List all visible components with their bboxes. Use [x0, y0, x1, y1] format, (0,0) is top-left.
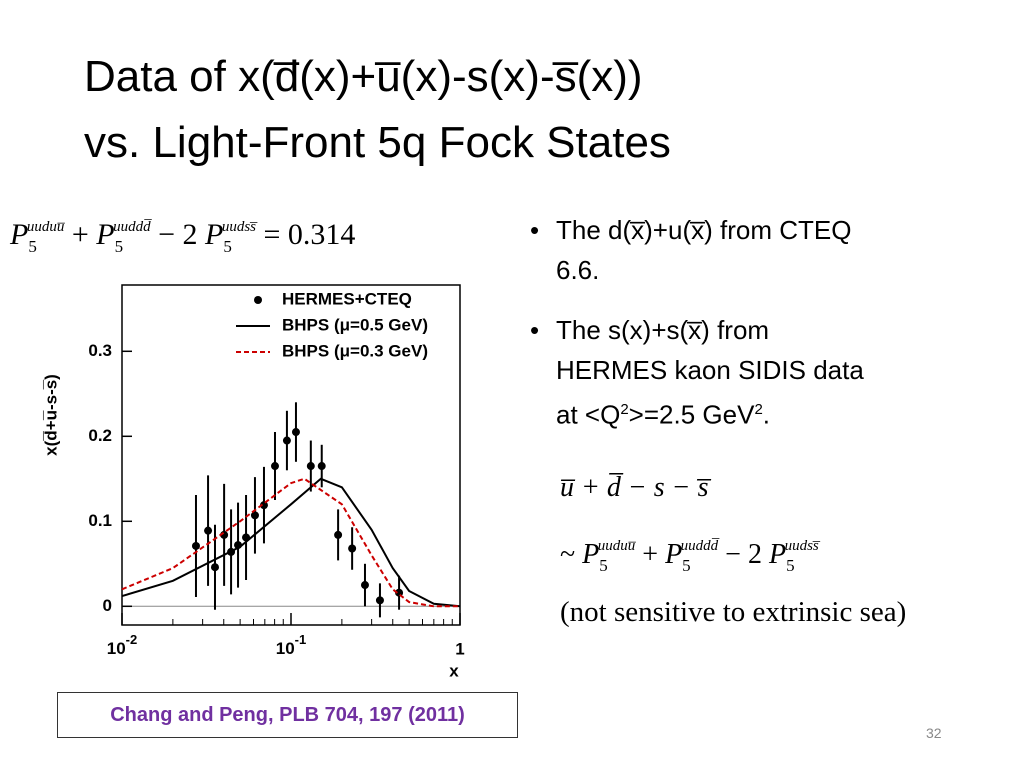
symbol: P [582, 539, 600, 570]
x-tick-label: 10-1 [276, 632, 306, 658]
series-line [121, 477, 461, 608]
superscript: uuduu̅ [26, 219, 65, 235]
data-point [375, 596, 384, 605]
subscript: 5 [682, 556, 691, 575]
formula: ~ P5uuduu̅ + P5uuddd̅ − 2 P5uudss̅ [560, 538, 819, 576]
note: (not sensitive to extrinsic sea) [560, 596, 907, 628]
x-tick-label: 1 [455, 639, 464, 658]
data-point [360, 581, 369, 590]
symbol: P [96, 218, 115, 251]
approx: ~ [560, 539, 576, 570]
data-point [306, 462, 315, 471]
superscript: uudss̅ [221, 219, 257, 235]
series-line [121, 477, 460, 608]
bullet-text: The d(x̅)+u(x̅) from CTEQ 6.6. [556, 215, 852, 285]
superscript: uuddd̅ [113, 219, 151, 235]
data-point [291, 428, 300, 437]
x-tick-label: 10-2 [107, 632, 137, 658]
data-point [210, 563, 219, 572]
legend-marker [254, 296, 262, 304]
operator: + [642, 539, 659, 570]
symbol: P [768, 539, 787, 570]
bullet-text: The s(x)+s(x̅) from HERMES kaon SIDIS da… [556, 315, 864, 430]
x-tick-exponent: -2 [126, 632, 138, 647]
subscript: 5 [786, 556, 795, 575]
y-tick-label: 0.2 [88, 426, 112, 445]
legend-label: BHPS (μ=0.5 GeV) [282, 315, 428, 334]
x-axis-label: x [449, 661, 459, 680]
y-tick-label: 0.3 [88, 341, 112, 360]
legend-label: BHPS (μ=0.3 GeV) [282, 341, 428, 360]
legend-label: HERMES+CTEQ [282, 289, 412, 308]
subscript: 5 [114, 237, 124, 256]
data-point [270, 462, 279, 471]
title-line: vs. Light-Front 5q Fock States [84, 118, 671, 167]
superscript: uudss̅ [784, 538, 819, 554]
chart: 00.10.20.310-2 10-1 1xx(d̅+u̅-s-s̅)HERMES+… [41, 284, 465, 680]
operator: + [71, 218, 89, 251]
subscript: 5 [599, 556, 608, 575]
data-point [191, 541, 200, 550]
page-number: 32 [926, 725, 942, 741]
formula: P5uuduu̅ + P5uuddd̅ − 2 P5uudss̅ = 0.314 [10, 218, 355, 257]
x-tick-exponent: -1 [295, 632, 307, 647]
bullet: The d(x̅)+u(x̅) from CTEQ 6.6. [530, 210, 886, 290]
data-point [334, 530, 343, 539]
y-tick-label: 0 [103, 596, 112, 615]
bullet-text: . [762, 399, 771, 430]
y-axis-label: x(d̅+u̅-s-s̅) [41, 374, 60, 456]
data-point [204, 526, 213, 535]
superscript: 2 [754, 401, 763, 418]
equals: = 0.314 [263, 218, 356, 251]
title-line: Data of x(d̅(x)+u̅(x)-s(x)-s̅(x)) [84, 52, 643, 101]
data-point [259, 501, 268, 510]
data-point [317, 462, 326, 471]
y-tick-label: 0.1 [88, 511, 112, 530]
operator: − 2 [158, 218, 198, 251]
superscript: uuduu̅ [597, 538, 636, 554]
symbol: P [205, 218, 224, 251]
subscript: 5 [28, 237, 37, 256]
x-tick-base: 10 [107, 639, 126, 658]
x-tick-base: 10 [276, 639, 295, 658]
subscript: 5 [223, 237, 232, 256]
bullet: The s(x)+s(x̅) from HERMES kaon SIDIS da… [530, 310, 886, 435]
data-point [250, 511, 259, 520]
data-point [282, 436, 291, 445]
data-point [348, 544, 357, 553]
symbol: P [10, 218, 29, 251]
superscript: uuddd̅ [680, 538, 719, 554]
symbol: P [665, 539, 683, 570]
operator: − 2 [725, 539, 762, 570]
bullet-text: >=2.5 GeV [628, 399, 755, 430]
superscript: 2 [620, 401, 629, 418]
equation: u̅ + d̅ − s − s̅ [560, 472, 709, 503]
plot-frame [121, 284, 461, 626]
citation: Chang and Peng, PLB 704, 197 (2011) [57, 692, 518, 738]
